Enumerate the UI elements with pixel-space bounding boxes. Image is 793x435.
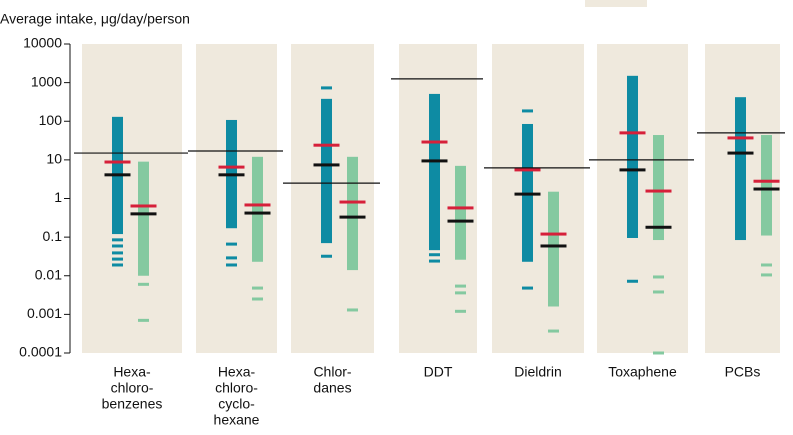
mean-mark: [218, 165, 245, 169]
mean-mark: [514, 168, 541, 172]
point-dash: [138, 282, 149, 286]
median-mark: [619, 168, 646, 172]
mean-mark: [130, 204, 157, 208]
x-tick-label: benzenes: [102, 396, 163, 412]
range-bar: [138, 161, 149, 276]
median-mark: [447, 219, 474, 223]
x-tick-label: Dieldrin: [514, 364, 561, 380]
point-dash: [226, 263, 237, 267]
x-tick-label: danes: [313, 380, 351, 396]
median-mark: [540, 244, 567, 248]
median-mark: [244, 211, 271, 215]
point-dash: [653, 290, 664, 294]
range-bar: [548, 191, 559, 307]
point-dash: [522, 286, 533, 290]
point-dash: [761, 263, 772, 267]
range-bar: [653, 135, 664, 241]
mean-mark: [727, 136, 754, 140]
x-tick-label: DDT: [424, 364, 453, 380]
median-mark: [727, 151, 754, 155]
point-dash: [138, 318, 149, 322]
range-bar: [455, 165, 466, 260]
point-dash: [653, 275, 664, 279]
point-dash: [347, 308, 358, 312]
point-dash: [455, 309, 466, 313]
point-dash: [112, 251, 123, 255]
point-dash: [455, 291, 466, 295]
median-mark: [218, 173, 245, 177]
mean-mark: [753, 179, 780, 183]
range-bar: [735, 97, 746, 241]
panel: [597, 44, 688, 353]
y-tick-label: 10: [46, 151, 62, 167]
range-bar: [429, 93, 440, 251]
y-tick-label: 0.01: [35, 266, 62, 282]
point-dash: [761, 273, 772, 277]
median-mark: [514, 192, 541, 196]
x-tick-label: Hexa-: [113, 364, 151, 380]
range-bar: [627, 75, 638, 238]
x-tick-label: chloro-: [215, 380, 258, 396]
point-dash: [321, 254, 332, 258]
point-dash: [112, 263, 123, 267]
point-dash: [429, 253, 440, 257]
point-dash: [429, 259, 440, 263]
x-tick-label: Hexa-: [218, 364, 256, 380]
point-dash: [522, 109, 533, 113]
median-mark: [104, 173, 131, 177]
point-dash: [653, 351, 664, 355]
range-bar: [347, 156, 358, 271]
mean-mark: [540, 232, 567, 236]
point-dash: [455, 284, 466, 288]
point-dash: [548, 329, 559, 333]
mean-mark: [339, 200, 366, 204]
y-tick-label: 0.1: [43, 228, 63, 244]
mean-mark: [447, 206, 474, 210]
point-dash: [112, 238, 123, 242]
x-tick-label: Chlor-: [313, 364, 351, 380]
panel: [291, 44, 374, 353]
point-dash: [321, 86, 332, 90]
x-tick-label: Toxaphene: [608, 364, 677, 380]
y-tick-label: 10000: [23, 35, 62, 51]
x-tick-label: hexane: [214, 412, 260, 428]
point-dash: [112, 244, 123, 248]
mean-mark: [645, 189, 672, 193]
mean-mark: [104, 160, 131, 164]
mean-mark: [619, 131, 646, 135]
chart-title: Average intake, μg/day/person: [0, 11, 190, 27]
point-dash: [252, 286, 263, 290]
y-tick-label: 0.0001: [19, 344, 62, 360]
mean-mark: [421, 140, 448, 144]
point-dash: [226, 242, 237, 246]
x-tick-label: PCBs: [725, 364, 761, 380]
point-dash: [112, 257, 123, 261]
panel: [492, 44, 584, 353]
median-mark: [313, 163, 340, 167]
range-bar: [321, 98, 332, 244]
point-dash: [627, 279, 638, 283]
mean-mark: [313, 143, 340, 147]
median-mark: [339, 215, 366, 219]
y-tick-label: 100: [39, 112, 63, 128]
panel: [82, 44, 182, 353]
x-tick-label: chloro-: [111, 380, 154, 396]
range-bar: [761, 135, 772, 236]
mean-mark: [244, 203, 271, 207]
y-tick-label: 1000: [31, 73, 62, 89]
range-bar: [252, 156, 263, 262]
point-dash: [226, 256, 237, 260]
y-tick-label: 0.001: [27, 305, 62, 321]
median-mark: [645, 225, 672, 229]
point-dash: [252, 297, 263, 301]
median-mark: [130, 212, 157, 216]
y-tick-label: 1: [54, 189, 62, 205]
median-mark: [421, 159, 448, 163]
x-tick-label: cyclo-: [218, 396, 255, 412]
decoration: [585, 0, 647, 7]
median-mark: [753, 187, 780, 191]
